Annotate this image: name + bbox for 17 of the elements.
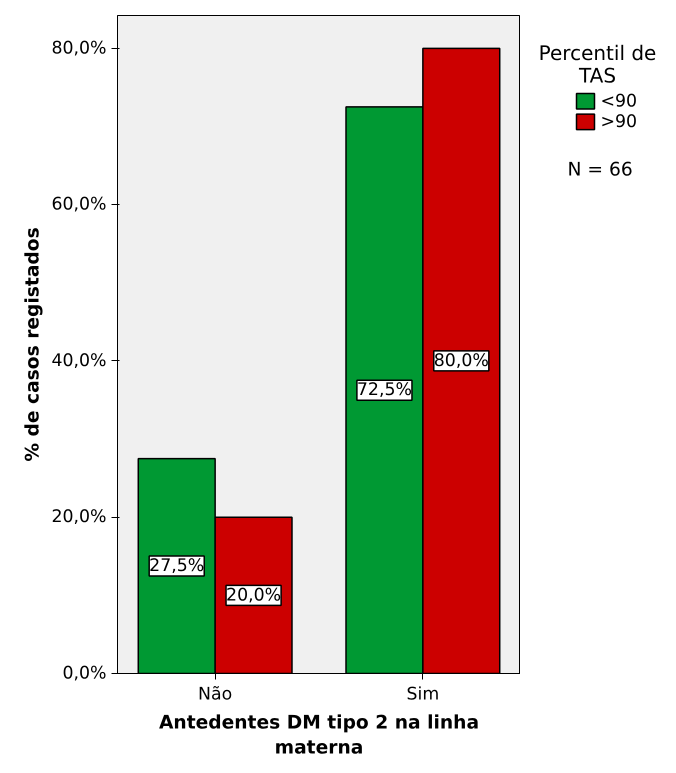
x-axis-title: Antedentes DM tipo 2 na linha materna: [158, 712, 480, 759]
y-tick-label: 0,0%: [62, 664, 107, 684]
y-axis-title: % de casos registados: [22, 227, 44, 462]
text: N = 66: [568, 160, 633, 181]
y-tick-label: 60,0%: [51, 194, 107, 215]
data-label: 72,5%: [356, 380, 412, 400]
data-label: 27,5%: [149, 556, 204, 576]
legend-label: <90: [600, 91, 638, 112]
legend-title: Percentil de TAS: [538, 41, 656, 88]
x-tick-label: Não: [198, 684, 232, 704]
legend-label: >90: [600, 112, 638, 132]
y-tick-label: 80,0%: [51, 38, 107, 58]
y-tick-label: 20,0%: [51, 507, 107, 528]
data-label: 20,0%: [226, 585, 282, 606]
data-label: 80,0%: [434, 350, 489, 371]
y-tick-label: 40,0%: [51, 350, 107, 371]
x-tick-label: Sim: [406, 684, 440, 704]
